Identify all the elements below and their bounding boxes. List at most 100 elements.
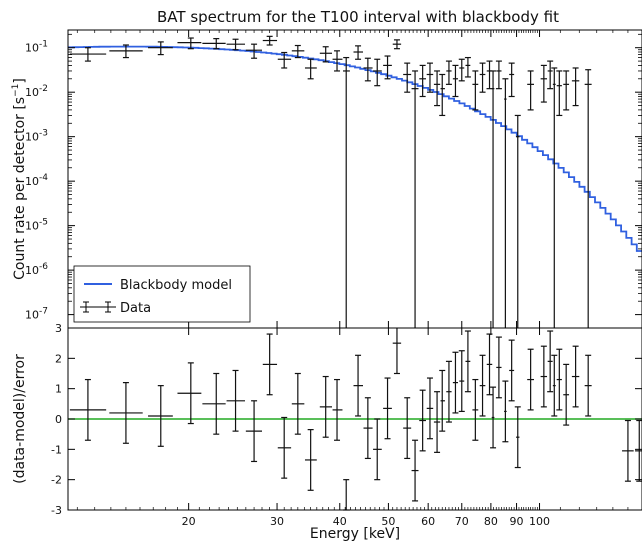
data-point-17 [383, 55, 392, 80]
legend-data-label: Data [120, 301, 151, 316]
data-point-13 [343, 56, 350, 328]
xtick-label-0: 20 [182, 515, 196, 528]
data-point-30 [479, 62, 486, 93]
residual-point-4 [202, 372, 226, 435]
data-point-20 [411, 70, 419, 328]
residual-point-33 [495, 336, 502, 399]
residual-point-45 [622, 419, 634, 482]
data-point-35 [508, 62, 515, 98]
xtick-label-5: 70 [455, 515, 469, 528]
data-point-32 [490, 70, 497, 328]
data-point-39 [547, 60, 554, 90]
xtick-label-2: 40 [333, 515, 347, 528]
data-point-7 [262, 35, 278, 46]
legend-model-label: Blackbody model [120, 278, 232, 293]
residual-point-7 [262, 333, 278, 396]
residual-point-18 [392, 328, 402, 375]
data-point-4 [202, 38, 226, 50]
bot-ytick-label-4: 1 [55, 383, 62, 396]
residual-point-21 [419, 389, 426, 452]
data-point-42 [563, 70, 570, 111]
residual-point-9 [291, 372, 305, 435]
data-point-16 [373, 58, 382, 87]
residual-point-19 [403, 397, 412, 460]
bot-ytick-label-5: 2 [55, 352, 62, 365]
residual-point-27 [458, 350, 465, 413]
data-point-2 [148, 41, 173, 56]
data-point-37 [527, 70, 535, 111]
bot-ytick-label-6: 3 [55, 322, 62, 335]
legend-box [73, 265, 251, 323]
xtick-label-8: 100 [529, 515, 550, 528]
bottom-panel: -3 -2 -1 0 1 2 3 20 30 40 50 60 70 80 90 100 [51, 322, 642, 528]
bot-ytick-label-1: -2 [51, 474, 62, 487]
data-point-38 [540, 64, 548, 103]
residual-point-24 [439, 369, 446, 432]
data-point-23 [433, 70, 441, 107]
residual-point-41 [556, 348, 563, 411]
top-panel: 10-7 10-6 10-5 10-4 10-3 10-2 10-1 Blackbody m… [25, 29, 642, 329]
residual-point-14 [353, 354, 364, 417]
top-ytick-label-3: 10-4 [25, 173, 48, 188]
top-ytick-label-5: 10-2 [25, 84, 48, 99]
residual-point-35 [508, 339, 515, 402]
residual-point-15 [363, 397, 373, 460]
xtick-label-3: 50 [381, 515, 395, 528]
blackbody-model-line [68, 45, 642, 252]
residual-point-11 [319, 375, 332, 438]
data-point-10 [304, 58, 317, 80]
residual-point-46 [635, 419, 642, 482]
data-point-6 [245, 43, 263, 59]
data-point-3 [177, 37, 202, 50]
x-axis-label: Energy [keV] [310, 526, 400, 542]
data-point-33 [495, 60, 502, 90]
legend: Blackbody model Data [73, 265, 251, 323]
data-point-22 [426, 62, 434, 93]
top-ytick-label-4: 10-3 [25, 129, 48, 144]
bot-ytick-label-2: -1 [51, 443, 62, 456]
xtick-label-6: 80 [484, 515, 498, 528]
data-point-9 [291, 44, 305, 59]
residual-point-17 [383, 377, 392, 440]
top-ytick-label-6: 10-1 [25, 40, 48, 55]
top-ytick-label-0: 10-7 [25, 307, 48, 322]
residual-point-28 [464, 330, 471, 393]
residual-point-29 [472, 378, 479, 441]
data-point-1 [109, 44, 143, 59]
data-point-18 [392, 39, 402, 50]
residual-point-0 [69, 378, 107, 441]
xtick-label-7: 90 [510, 515, 524, 528]
residual-point-25 [445, 360, 452, 423]
residual-point-8 [277, 416, 292, 479]
residual-point-31 [486, 333, 493, 396]
data-point-44 [584, 69, 592, 328]
residual-point-10 [304, 429, 317, 491]
data-point-19 [403, 62, 412, 93]
residual-point-13 [343, 479, 350, 511]
data-point-14 [353, 45, 364, 60]
chart-title: BAT spectrum for the T100 interval with … [157, 8, 559, 26]
xtick-label-1: 30 [270, 515, 284, 528]
residual-point-42 [563, 363, 570, 426]
legend-data-swatch [80, 301, 116, 313]
residual-point-39 [547, 330, 554, 393]
top-ytick-label-2: 10-5 [25, 218, 48, 233]
residual-point-26 [452, 351, 459, 414]
data-point-21 [419, 64, 426, 98]
residual-point-32 [490, 386, 497, 449]
top-y-axis-label: Count rate per detector [s−1] [11, 78, 28, 280]
data-point-11 [319, 46, 332, 63]
xtick-label-4: 60 [421, 515, 435, 528]
data-point-25 [445, 60, 452, 85]
residual-point-5 [226, 369, 246, 432]
residual-point-16 [373, 418, 382, 481]
data-point-28 [464, 56, 471, 78]
residual-point-30 [479, 354, 486, 417]
residual-point-34 [502, 380, 509, 443]
data-point-26 [452, 64, 459, 98]
bottom-y-axis-label: (data-model)/error [12, 354, 28, 484]
residual-point-22 [426, 377, 434, 440]
residual-point-38 [540, 345, 548, 408]
data-point-5 [226, 38, 246, 51]
